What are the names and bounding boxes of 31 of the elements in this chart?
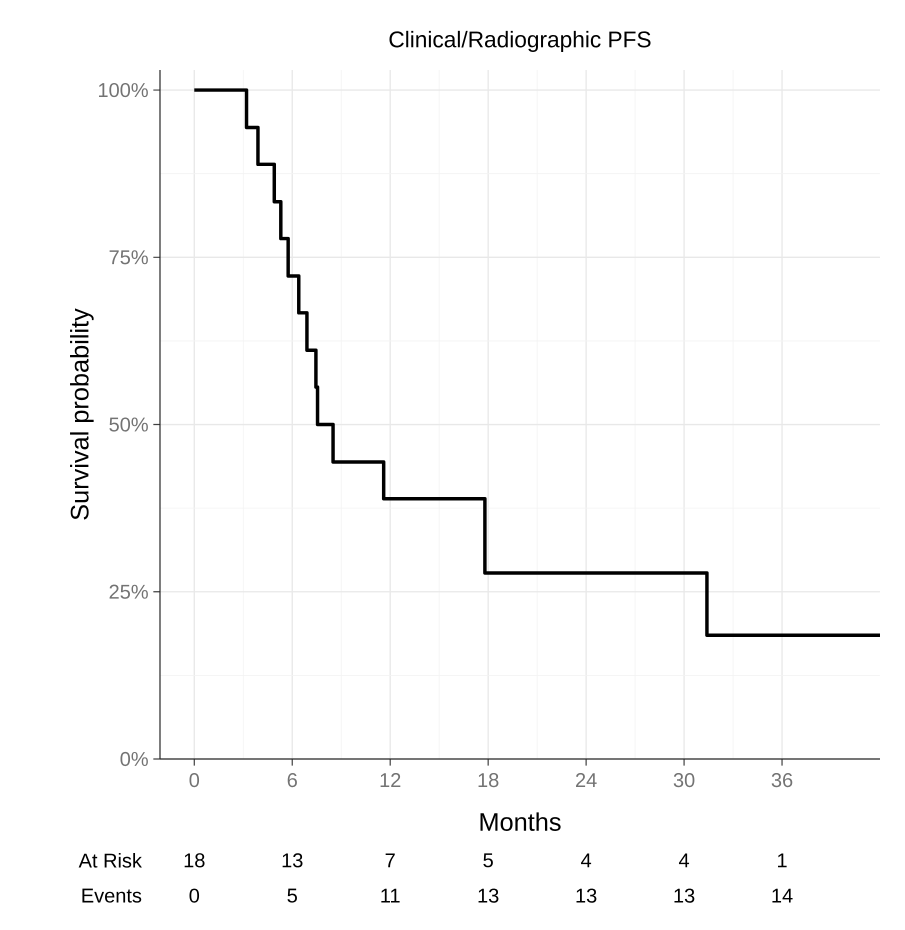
x-axis-title: Months (480, 812, 561, 831)
x-tick-label: 12 (380, 773, 400, 788)
text: 13 (674, 888, 694, 903)
text: 13 (282, 853, 302, 868)
text: Events (82, 888, 142, 903)
text: 7 (386, 853, 395, 868)
chart-title: Clinical/Radiographic PFS (390, 30, 651, 52)
x-tick-label: 24 (576, 773, 597, 788)
text: 13 (576, 888, 596, 903)
x-tick-label: 36 (772, 773, 792, 788)
x-tick-label: 18 (478, 773, 498, 788)
text: 5 (287, 888, 297, 903)
text: 11 (381, 888, 400, 903)
x-tick-label: 30 (674, 773, 694, 788)
text: 1 (778, 853, 787, 868)
y-tick-label: 25% (110, 584, 148, 599)
y-tick-label: 100% (98, 82, 148, 98)
text: 14 (772, 888, 793, 903)
x-tick-label: 6 (288, 773, 297, 788)
x-tick-label: 0 (189, 773, 200, 788)
text: 5 (483, 853, 493, 868)
text: 18 (184, 853, 205, 868)
text: 4 (678, 853, 690, 868)
text: 13 (478, 888, 498, 903)
text: 4 (581, 853, 592, 868)
y-tick-label: 50% (109, 417, 148, 432)
text: At Risk (78, 852, 142, 868)
y-axis-title: Survival probability (70, 308, 94, 520)
text: 0 (189, 888, 200, 903)
y-tick-label: 0% (120, 752, 148, 766)
y-tick-label: 75% (110, 250, 148, 264)
